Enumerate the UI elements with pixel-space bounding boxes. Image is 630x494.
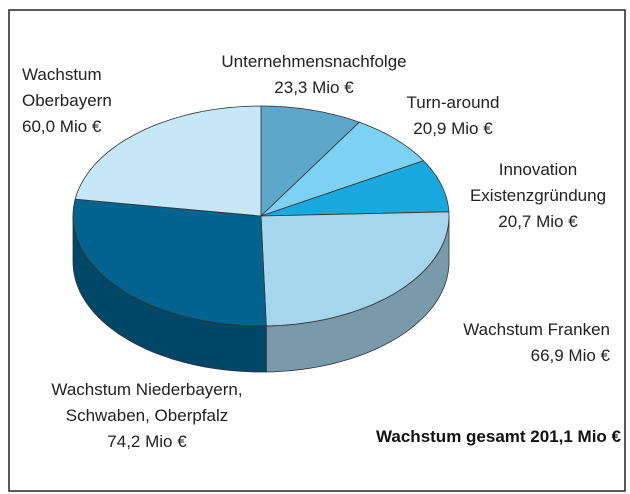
- slice-label: Wachstum Niederbayern, Schwaben, Oberpfa…: [51, 377, 242, 455]
- slice: [260, 211, 450, 327]
- slice: [260, 105, 361, 217]
- slice-label: Wachstum Franken 66,9 Mio €: [463, 317, 610, 369]
- slice: [260, 160, 450, 217]
- category-name: Turn-around: [406, 93, 500, 112]
- slice-label: Turn-around 20,9 Mio €: [407, 90, 500, 142]
- slice-label: Wachstum Oberbayern 60,0 Mio €: [22, 62, 112, 140]
- category-name: Innovation Existenzgründung: [469, 160, 607, 205]
- value-label: 60,0 Mio €: [22, 117, 102, 136]
- value-label: 20,9 Mio €: [413, 119, 493, 138]
- frame: [8, 9, 626, 492]
- total-annotation: Wachstum gesamt 201,1 Mio €: [375, 427, 621, 446]
- value-label: 74,2 Mio €: [107, 432, 187, 451]
- category-name: Wachstum Niederbayern, Schwaben, Oberpfa…: [51, 380, 243, 425]
- value-label: 23,3 Mio €: [274, 78, 354, 97]
- value-label: 20,7 Mio €: [498, 212, 578, 231]
- category-name: Unternehmensnachfolge: [221, 52, 407, 71]
- slice: [72, 198, 267, 327]
- category-name: Wachstum Franken: [463, 320, 610, 339]
- slice-label: Innovation Existenzgründung 20,7 Mio €: [470, 157, 606, 235]
- category-name: Wachstum Oberbayern: [22, 65, 112, 110]
- slice: [74, 105, 262, 217]
- slice: [260, 121, 425, 217]
- value-label: 66,9 Mio €: [530, 346, 610, 365]
- slice-label: Unternehmensnachfolge 23,3 Mio €: [221, 49, 406, 101]
